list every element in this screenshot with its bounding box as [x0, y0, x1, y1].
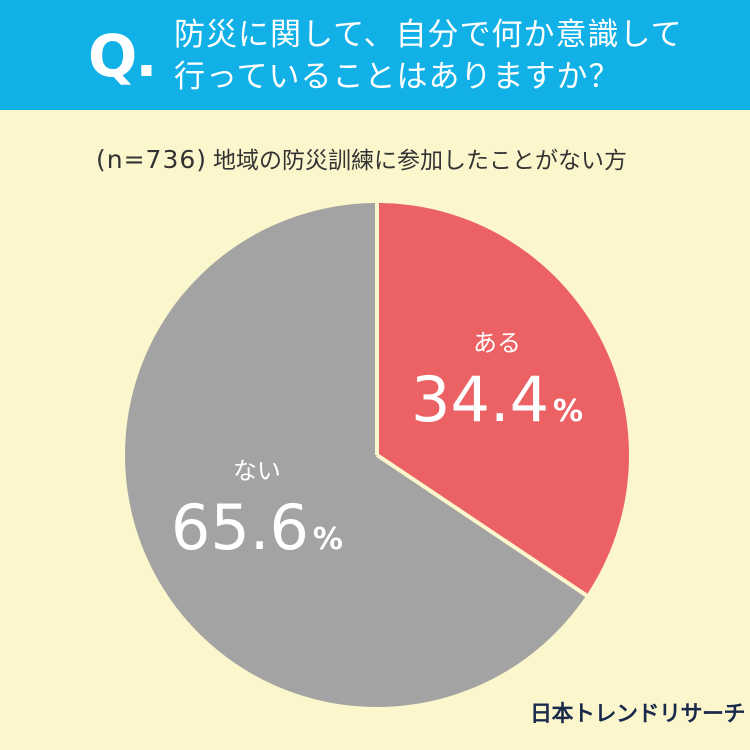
q-letter: Q: [88, 22, 137, 90]
respondent-group: 地域の防災訓練に参加したことがない方: [213, 148, 628, 174]
header-background: [0, 0, 750, 110]
q-mark: Q.: [88, 16, 157, 96]
slice-value-1: 34.4%: [411, 363, 583, 436]
q-dot: .: [135, 22, 157, 90]
sample-size: (n=736): [96, 145, 208, 174]
pie-slice-2: [124, 203, 587, 707]
pie-slice-1: [377, 203, 630, 596]
question-line-2: 行っていることはありますか？: [174, 59, 621, 95]
slice-value-2: 65.6%: [171, 491, 343, 564]
question-text: 防災に関して、自分で何か意識して 行っていることはありますか？: [174, 14, 734, 98]
brand-logo: 日本トレンドリサーチ: [530, 702, 746, 727]
slice-label-1: ある: [473, 329, 521, 357]
slice-label-2: ない: [233, 457, 281, 485]
chart-subtitle: (n=736) 地域の防災訓練に参加したことがない方: [96, 140, 627, 181]
slice-separator-2: [375, 453, 590, 599]
question-header: [0, 0, 750, 110]
question-line-1: 防災に関して、自分で何か意識して: [174, 17, 683, 53]
